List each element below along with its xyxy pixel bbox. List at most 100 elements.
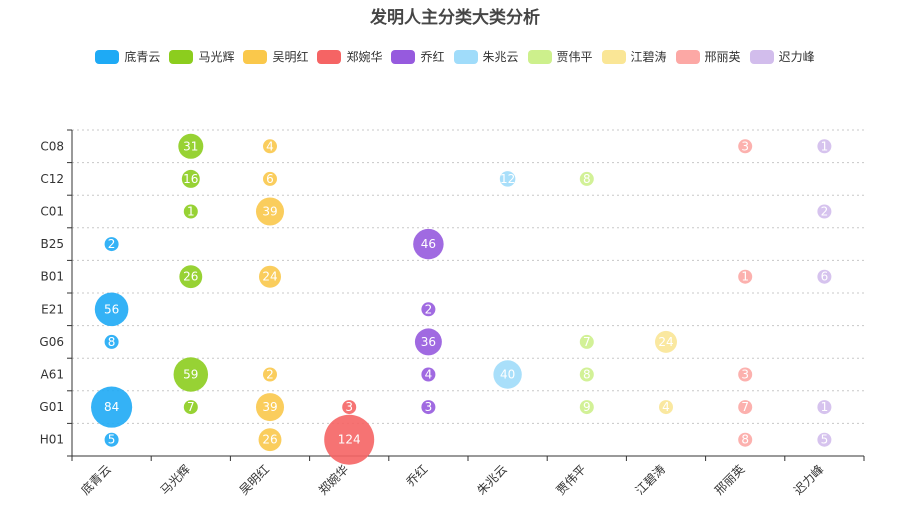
bubble-label: 56	[104, 302, 119, 316]
bubble-label: 8	[741, 433, 749, 447]
legend-label: 吴明红	[272, 50, 309, 64]
bubble-point	[738, 269, 753, 284]
bubble-label: 12	[500, 172, 515, 186]
legend-label: 迟力峰	[778, 50, 815, 64]
y-tick-label: C01	[40, 205, 64, 219]
bubble-label: 39	[262, 205, 277, 219]
bubble-label: 24	[658, 335, 673, 349]
bubble-label: 7	[187, 400, 195, 414]
bubble-label: 8	[583, 368, 591, 382]
bubble-point	[324, 414, 375, 465]
legend-swatch	[317, 49, 342, 64]
y-tick-label: B01	[40, 270, 64, 284]
bubble-point	[738, 139, 753, 154]
bubble-label: 46	[421, 237, 436, 251]
legend-item[interactable]: 邢丽英	[675, 48, 741, 65]
legend-item[interactable]: 迟力峰	[749, 48, 815, 65]
legend-swatch	[601, 49, 626, 64]
bubble-point	[421, 400, 436, 415]
bubble-point	[104, 334, 119, 349]
bubble-point	[579, 334, 594, 349]
bubble-label: 2	[821, 205, 829, 219]
legend-swatch	[527, 49, 552, 64]
bubble-label: 2	[266, 368, 274, 382]
legend-item[interactable]: 底青云	[95, 48, 160, 65]
bubble-label: 31	[183, 139, 198, 153]
bubble-point	[259, 265, 281, 288]
legend-label: 江碧涛	[630, 50, 667, 64]
bubble-point	[179, 265, 203, 289]
legend-swatch	[675, 49, 700, 64]
bubble-label: 1	[821, 139, 829, 153]
y-tick-label: G01	[39, 400, 64, 414]
legend-swatch	[95, 49, 120, 64]
bubble-label: 5	[108, 433, 116, 447]
bubble-point	[817, 400, 832, 415]
legend-label: 马光辉	[198, 50, 235, 64]
legend-item[interactable]: 乔红	[391, 48, 445, 65]
bubble-label: 1	[741, 270, 749, 284]
legend-label: 郑婉华	[346, 50, 383, 64]
bubble-label: 39	[262, 400, 277, 414]
legend-item[interactable]: 朱兆云	[453, 48, 519, 65]
legend-item[interactable]: 贾伟平	[527, 48, 593, 65]
bubble-label: 8	[583, 172, 591, 186]
bubble-point	[817, 204, 832, 219]
x-tick-label: 朱兆云	[474, 462, 509, 497]
bubble-point	[659, 400, 673, 415]
legend-item[interactable]: 吴明红	[243, 48, 308, 65]
x-tick-label: 吴明红	[236, 462, 272, 498]
y-tick-label: A61	[41, 368, 64, 382]
legend-label: 朱兆云	[482, 50, 519, 64]
legend-label: 乔红	[420, 50, 445, 64]
bubble-label: 6	[266, 172, 274, 186]
legend-item[interactable]: 江碧涛	[601, 48, 667, 65]
bubble-point	[655, 330, 677, 353]
bubble-label: 7	[583, 335, 591, 349]
bubble-label: 3	[425, 400, 433, 414]
bubble-label: 4	[662, 400, 670, 414]
legend-item[interactable]: 郑婉华	[317, 48, 382, 65]
bubble-label: 59	[183, 368, 198, 382]
bubble-label: 26	[183, 270, 198, 284]
bubble-label: 5	[821, 433, 829, 447]
x-tick-label: 邢丽英	[712, 462, 747, 497]
x-tick-label: 乔红	[403, 462, 431, 490]
bubble-point	[258, 428, 282, 452]
bubble-label: 36	[421, 335, 436, 349]
bubble-point	[183, 204, 198, 219]
bubble-label: 124	[338, 433, 361, 447]
bubble-label: 8	[108, 335, 116, 349]
bubble-label: 4	[425, 368, 433, 382]
legend-label: 邢丽英	[704, 50, 741, 64]
bubble-point	[738, 432, 753, 447]
y-tick-label: E21	[41, 302, 64, 316]
bubble-point	[263, 139, 277, 154]
bubble-label: 26	[262, 433, 277, 447]
bubble-label: 3	[741, 368, 749, 382]
x-tick-label: 迟力峰	[791, 462, 826, 497]
bubble-point	[104, 432, 119, 447]
bubble-point	[255, 393, 285, 422]
bubble-label: 6	[821, 270, 829, 284]
legend-swatch	[243, 49, 268, 64]
chart-legend: 底青云 马光辉 吴明红 郑婉华 乔红 朱兆云 贾伟平 江碧涛 邢丽英 迟力峰	[0, 48, 910, 65]
bubble-label: 2	[425, 302, 433, 316]
bubble-point	[493, 360, 522, 389]
bubble-label: 2	[108, 237, 116, 251]
bubble-point	[255, 197, 285, 226]
y-tick-label: G06	[39, 335, 64, 349]
legend-item[interactable]: 马光辉	[169, 48, 234, 65]
bubble-point	[414, 328, 442, 356]
bubble-label: 24	[262, 270, 277, 284]
y-tick-label: C12	[40, 172, 64, 186]
bubble-label: 1	[187, 205, 195, 219]
bubble-label: 4	[266, 139, 274, 153]
bubble-point	[91, 386, 133, 428]
bubble-point	[173, 357, 209, 392]
legend-swatch	[391, 49, 416, 64]
bubble-label: 3	[741, 139, 749, 153]
bubble-point	[263, 171, 277, 186]
x-tick-label: 贾伟平	[554, 462, 589, 497]
legend-swatch	[749, 49, 774, 64]
